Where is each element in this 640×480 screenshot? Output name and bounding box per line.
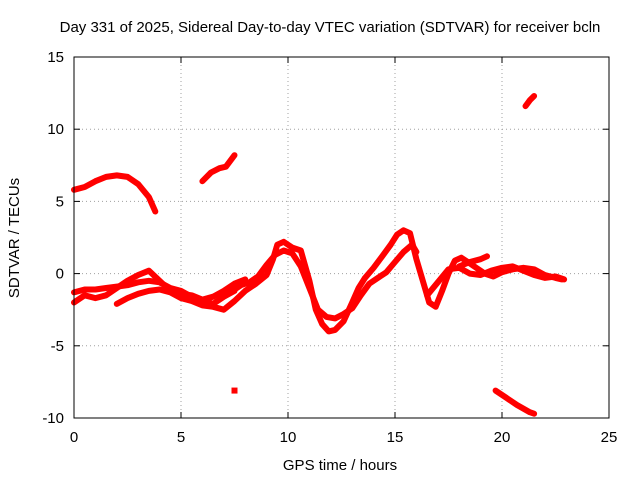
x-axis-label: GPS time / hours xyxy=(283,457,397,474)
x-tick-label: 0 xyxy=(70,429,78,446)
plot-frame xyxy=(73,56,610,419)
y-tick-label: 0 xyxy=(56,266,64,283)
data-series xyxy=(71,93,568,417)
y-tick-label: -5 xyxy=(51,338,64,355)
y-tick-label: 10 xyxy=(47,121,64,138)
series-arc-4 xyxy=(522,93,538,110)
series-arc-3 xyxy=(231,387,238,394)
chart-title: Day 331 of 2025, Sidereal Day-to-day VTE… xyxy=(60,19,601,36)
series-arc-2 xyxy=(199,152,238,185)
series-arc-8 xyxy=(113,227,565,335)
y-axis-label: SDTVAR / TECUs xyxy=(6,178,23,298)
axis-ticks: 0 5 10 15 20 25 -10 -5 0 5 10 15 xyxy=(42,49,617,446)
series-arc-1 xyxy=(71,172,159,215)
y-tick-label: -10 xyxy=(42,410,64,427)
series-arc-7 xyxy=(71,276,249,303)
series-arc-5 xyxy=(492,387,538,417)
x-tick-label: 10 xyxy=(280,429,297,446)
series-arc-10 xyxy=(424,263,568,299)
x-tick-label: 25 xyxy=(601,429,618,446)
y-tick-label: 15 xyxy=(47,49,64,66)
y-tick-label: 5 xyxy=(56,193,64,210)
x-tick-label: 15 xyxy=(387,429,404,446)
grid xyxy=(74,57,609,418)
x-tick-label: 20 xyxy=(494,429,511,446)
series-arc-11 xyxy=(456,253,490,270)
series-arc-9 xyxy=(227,241,420,322)
series-arc-6 xyxy=(71,267,238,307)
x-tick-label: 5 xyxy=(177,429,185,446)
